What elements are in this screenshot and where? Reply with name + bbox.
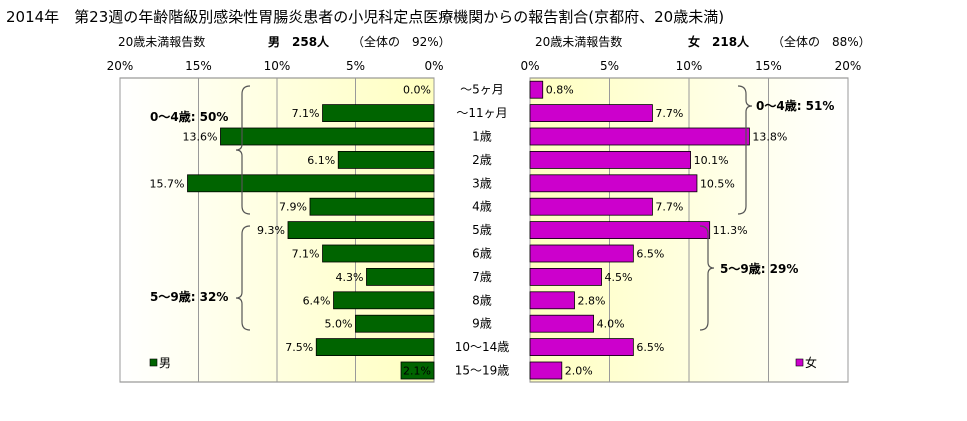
- female-share: （全体の 88%）: [772, 34, 871, 49]
- braces: [235, 85, 753, 331]
- female-bar: [529, 174, 698, 193]
- bars: 0.0% 0.8% 7.1% 7.7% 13.6% 13.8% 6.1% 10.1% 15.7%…: [150, 80, 787, 380]
- female-data-label: 7.7%: [655, 201, 683, 214]
- category-label: ～5ヶ月: [460, 83, 504, 97]
- category-label: 5歳: [472, 223, 492, 237]
- female-data-label: 4.0%: [597, 318, 625, 331]
- male-tick-label: 10%: [264, 59, 291, 73]
- female-bar: [529, 150, 691, 169]
- female-bar: [529, 291, 575, 310]
- male-bar: [337, 150, 435, 169]
- female-bar: [529, 197, 653, 216]
- female-data-label: 11.3%: [713, 224, 748, 237]
- male-bar: [287, 221, 435, 240]
- male-bar: [220, 127, 435, 146]
- female-bar: [529, 127, 750, 146]
- male-data-label: 9.3%: [257, 224, 285, 237]
- male-data-label: 7.1%: [292, 107, 320, 120]
- female-data-label: 10.5%: [700, 177, 735, 190]
- male-bar: [400, 361, 435, 380]
- category-label: 10～14歳: [455, 340, 510, 354]
- male-bar: [187, 174, 435, 193]
- female-data-label: 2.0%: [565, 365, 593, 378]
- male-share: （全体の 92%）: [352, 34, 451, 49]
- male-5-9-brace: [235, 225, 251, 331]
- male-data-label: 7.9%: [279, 201, 307, 214]
- female-0-4-annotation: 0～4歳: 51%: [756, 98, 834, 113]
- female-0-4-brace: [737, 85, 753, 215]
- female-bar: [529, 80, 544, 99]
- male-tick-label: 0%: [424, 59, 443, 73]
- page-title: 2014年 第23週の年齢階級別感染性胃腸炎患者の小児科定点医療機関からの報告割…: [6, 8, 724, 26]
- male-tick-label: 5%: [346, 59, 365, 73]
- category-label: 6歳: [472, 247, 492, 261]
- female-5-9-annotation: 5～9歳: 29%: [720, 261, 798, 276]
- male-tick-label: 20%: [107, 59, 134, 73]
- tick-labels: 20% 15% 10% 5% 0% 0% 5% 10% 15% 20%: [107, 59, 862, 73]
- male-data-label: 0.0%: [403, 84, 431, 97]
- male-data-label: 7.5%: [285, 341, 313, 354]
- female-tick-label: 0%: [520, 59, 539, 73]
- male-bar: [322, 244, 435, 263]
- female-legend-swatch: [795, 358, 804, 367]
- category-label: 9歳: [472, 317, 492, 331]
- male-legend-swatch: [149, 358, 158, 367]
- male-tick-label: 15%: [185, 59, 212, 73]
- female-tick-label: 10%: [676, 59, 703, 73]
- female-bar: [529, 314, 594, 333]
- male-0-4-brace: [235, 85, 251, 215]
- category-label: 1歳: [472, 130, 492, 144]
- category-label: 4歳: [472, 200, 492, 214]
- female-data-label: 6.5%: [636, 341, 664, 354]
- female-data-label: 2.8%: [578, 294, 606, 307]
- female-bar: [529, 244, 634, 263]
- male-5-9-annotation: 5～9歳: 32%: [150, 289, 228, 304]
- female-tick-label: 15%: [755, 59, 782, 73]
- male-bar: [355, 314, 435, 333]
- category-label: 3歳: [472, 176, 492, 190]
- male-bar: [315, 338, 435, 357]
- female-tick-label: 5%: [600, 59, 619, 73]
- male-bar: [309, 197, 435, 216]
- male-legend-label: 男: [159, 356, 171, 370]
- category-label: ～11ヶ月: [456, 106, 507, 120]
- female-bar: [529, 338, 634, 357]
- male-data-label: 5.0%: [325, 318, 353, 331]
- category-label: 2歳: [472, 153, 492, 167]
- male-count: 男 258人: [268, 34, 330, 49]
- male-0-4-annotation: 0～4歳: 50%: [150, 109, 228, 124]
- male-report-label: 20歳未満報告数: [118, 34, 205, 49]
- female-count: 女 218人: [688, 34, 750, 49]
- male-data-label: 6.1%: [307, 154, 335, 167]
- category-labels: ～5ヶ月 ～11ヶ月 1歳 2歳 3歳 4歳 5歳 6歳 7歳 8歳 9歳 10～14歳 15～19歳: [455, 83, 510, 378]
- category-label: 8歳: [472, 293, 492, 307]
- male-data-label: 2.1%: [403, 365, 431, 378]
- male-bar: [366, 267, 435, 286]
- female-data-label: 4.5%: [605, 271, 633, 284]
- male-data-label: 6.4%: [303, 294, 331, 307]
- female-5-9-brace: [699, 225, 715, 331]
- female-data-label: 0.8%: [546, 84, 574, 97]
- male-data-label: 4.3%: [336, 271, 364, 284]
- female-bar: [529, 267, 602, 286]
- female-data-label: 6.5%: [636, 248, 664, 261]
- category-label: 7歳: [472, 270, 492, 284]
- female-bar: [529, 361, 563, 380]
- male-data-label: 7.1%: [292, 248, 320, 261]
- female-bar: [529, 104, 653, 122]
- female-bar: [529, 221, 711, 240]
- female-data-label: 10.1%: [694, 154, 729, 167]
- female-legend-label: 女: [805, 355, 817, 370]
- female-data-label: 13.8%: [752, 131, 787, 144]
- male-bar: [333, 291, 435, 310]
- category-label: 15～19歳: [455, 364, 510, 378]
- female-report-label: 20歳未満報告数: [535, 34, 622, 49]
- male-data-label: 13.6%: [183, 131, 218, 144]
- male-bar: [322, 104, 435, 122]
- male-data-label: 15.7%: [150, 177, 185, 190]
- female-data-label: 7.7%: [655, 107, 683, 120]
- female-tick-label: 20%: [835, 59, 862, 73]
